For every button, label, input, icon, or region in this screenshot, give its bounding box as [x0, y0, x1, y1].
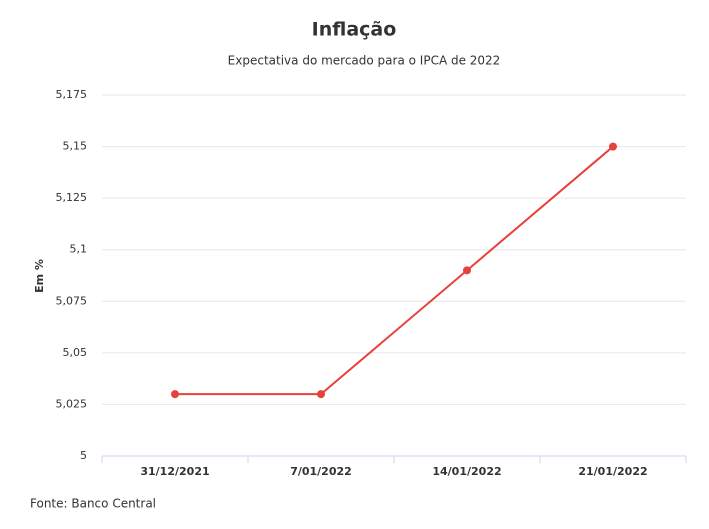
point — [609, 142, 617, 151]
y-tick-label: 5,075 — [56, 294, 88, 307]
point — [463, 266, 471, 275]
x-tick-label: 14/01/2022 — [432, 465, 501, 478]
point — [317, 390, 325, 399]
x-tick-label: 7/01/2022 — [290, 465, 352, 478]
y-axis-label: Em % — [33, 259, 46, 293]
chart-subtitle: Expectativa do mercado para o IPCA de 20… — [228, 54, 501, 68]
y-tick-label: 5,1 — [70, 243, 88, 256]
y-tick-label: 5,025 — [56, 397, 88, 410]
y-tick-label: 5,175 — [56, 88, 88, 101]
y-tick-label: 5 — [80, 449, 87, 462]
y-tick-label: 5,05 — [63, 346, 88, 359]
source: Fonte: Banco Central — [30, 497, 156, 511]
line — [175, 145, 614, 396]
x-tick-label: 31/12/2021 — [140, 465, 209, 478]
chart-title: Inflação — [312, 19, 397, 41]
x-tick-label: 21/01/2022 — [578, 465, 647, 478]
y-tick-label: 5,15 — [63, 140, 88, 153]
y-tick-label: 5,125 — [56, 191, 88, 204]
point — [171, 390, 179, 399]
